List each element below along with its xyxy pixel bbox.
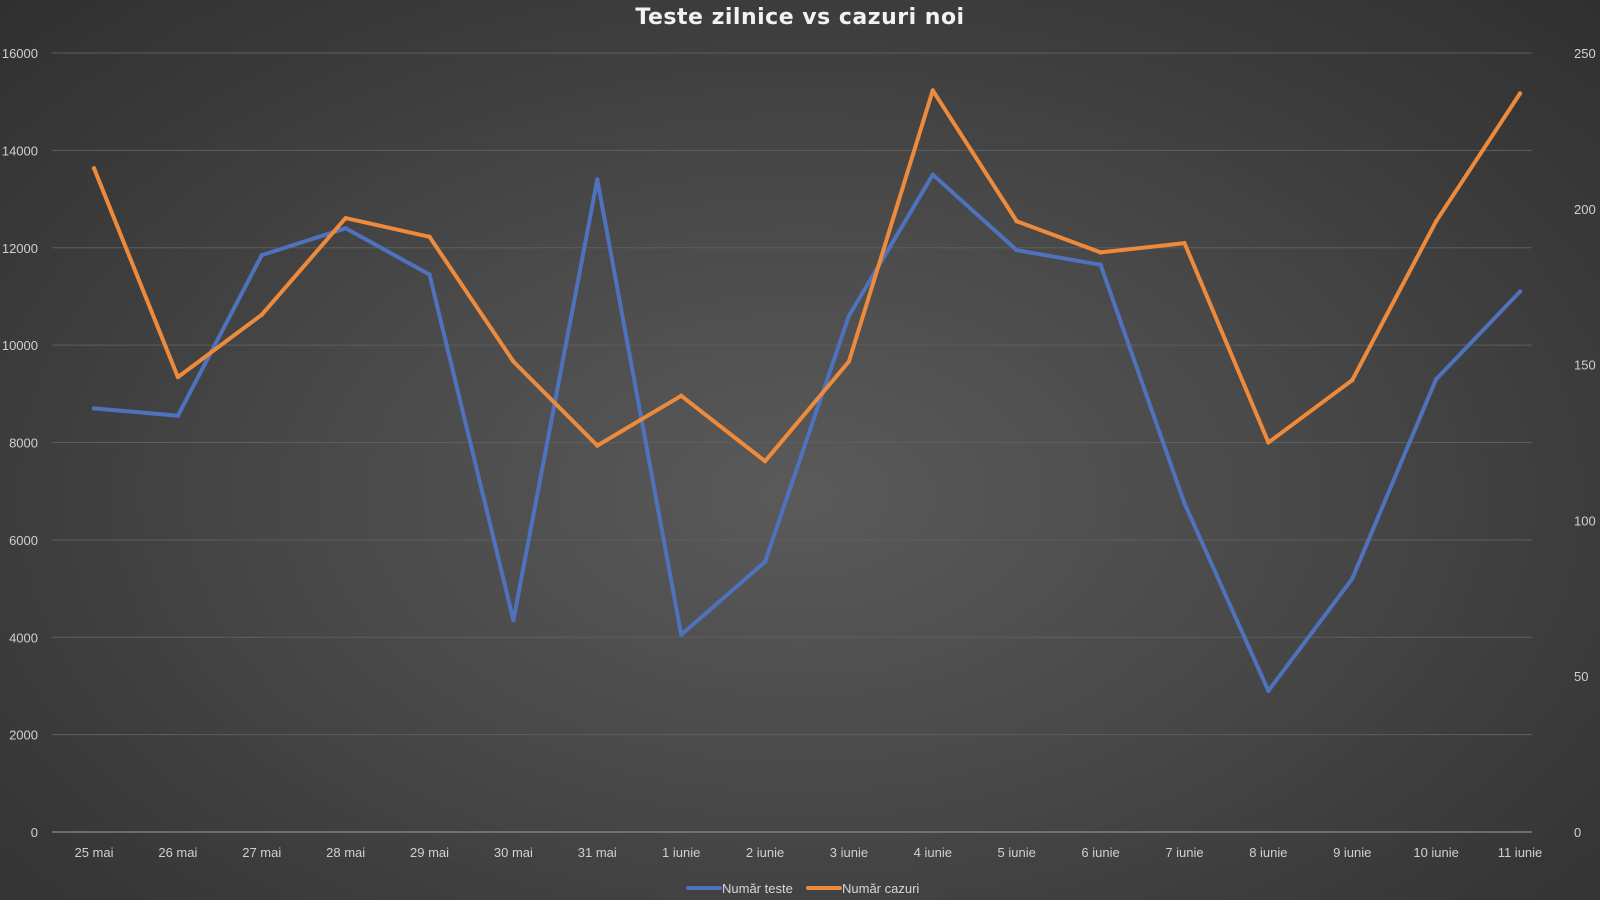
right-y-tick-label: 250 bbox=[1574, 46, 1596, 61]
left-y-tick-label: 12000 bbox=[2, 241, 38, 256]
grid bbox=[52, 52, 1532, 833]
x-tick-label: 8 iunie bbox=[1249, 845, 1287, 860]
data-point bbox=[1182, 240, 1187, 246]
data-point bbox=[1517, 91, 1523, 96]
data-point bbox=[762, 458, 768, 464]
left-y-tick-label: 6000 bbox=[9, 533, 38, 548]
data-point bbox=[175, 413, 181, 418]
left-y-tick-label: 0 bbox=[31, 825, 38, 840]
data-point bbox=[1182, 501, 1187, 506]
data-point bbox=[930, 88, 936, 93]
left-y-tick-label: 14000 bbox=[2, 143, 38, 158]
legend-label: Număr cazuri bbox=[842, 881, 919, 896]
right-y-tick-label: 100 bbox=[1574, 513, 1596, 528]
x-tick-label: 3 iunie bbox=[830, 845, 868, 860]
data-point bbox=[846, 359, 852, 364]
data-point bbox=[91, 166, 97, 171]
data-point bbox=[511, 618, 516, 623]
data-point bbox=[595, 177, 600, 182]
series-layer bbox=[91, 88, 1523, 694]
data-point bbox=[343, 215, 348, 221]
data-point bbox=[259, 312, 264, 317]
right-y-tick-label: 200 bbox=[1574, 202, 1596, 217]
x-tick-label: 7 iunie bbox=[1165, 845, 1203, 860]
x-tick-label: 26 mai bbox=[158, 845, 197, 860]
right-y-axis-ticks: 0 50 100 150 200 250 bbox=[1574, 46, 1596, 840]
data-point bbox=[1014, 247, 1019, 253]
data-point bbox=[511, 359, 516, 364]
left-y-tick-label: 8000 bbox=[9, 436, 38, 451]
chart-title: Teste zilnice vs cazuri noi bbox=[635, 5, 964, 30]
data-point bbox=[762, 559, 768, 564]
data-point bbox=[678, 632, 684, 638]
right-y-tick-label: 0 bbox=[1574, 825, 1581, 840]
data-point bbox=[427, 272, 432, 277]
right-y-tick-label: 150 bbox=[1574, 358, 1596, 373]
x-tick-label: 30 mai bbox=[494, 845, 533, 860]
data-point bbox=[91, 406, 97, 411]
data-point bbox=[846, 313, 852, 319]
data-point bbox=[678, 393, 684, 398]
x-tick-label: 9 iunie bbox=[1333, 845, 1371, 860]
left-y-axis-ticks: 0 2000 4000 6000 8000 10000 12000 14000 16000 bbox=[2, 46, 38, 840]
x-tick-label: 2 iunie bbox=[746, 845, 784, 860]
data-point bbox=[1014, 219, 1019, 224]
data-point bbox=[259, 252, 264, 258]
right-y-tick-label: 50 bbox=[1574, 669, 1588, 684]
data-point bbox=[595, 443, 600, 448]
series-line-numar-teste bbox=[92, 172, 1522, 693]
legend: Număr teste Număr cazuri bbox=[686, 881, 919, 896]
left-y-tick-label: 16000 bbox=[2, 46, 38, 61]
data-point bbox=[1350, 377, 1355, 383]
x-tick-label: 5 iunie bbox=[998, 845, 1036, 860]
data-point bbox=[1098, 250, 1103, 255]
x-tick-label: 27 mai bbox=[242, 845, 281, 860]
x-axis-ticks: 25 mai 26 mai 27 mai 28 mai 29 mai 30 mai 31 m… bbox=[74, 845, 1542, 860]
data-point bbox=[930, 172, 936, 177]
left-y-tick-label: 2000 bbox=[9, 728, 38, 743]
data-point bbox=[343, 226, 348, 231]
x-tick-label: 10 iunie bbox=[1413, 845, 1459, 860]
data-point bbox=[1433, 377, 1439, 382]
data-point bbox=[1433, 219, 1439, 224]
x-tick-label: 31 mai bbox=[578, 845, 617, 860]
data-point bbox=[1517, 289, 1523, 294]
x-tick-label: 29 mai bbox=[410, 845, 449, 860]
x-tick-label: 1 iunie bbox=[662, 845, 700, 860]
data-point bbox=[1266, 688, 1271, 694]
left-y-tick-label: 10000 bbox=[2, 338, 38, 353]
legend-label: Număr teste bbox=[722, 881, 793, 896]
data-point bbox=[427, 234, 432, 240]
x-tick-label: 28 mai bbox=[326, 845, 365, 860]
data-point bbox=[1266, 440, 1271, 445]
x-tick-label: 11 iunie bbox=[1498, 845, 1543, 860]
data-point bbox=[1098, 262, 1103, 267]
data-point bbox=[1350, 576, 1355, 582]
x-tick-label: 6 iunie bbox=[1081, 845, 1119, 860]
x-tick-label: 25 mai bbox=[74, 845, 113, 860]
data-point bbox=[175, 374, 181, 380]
x-tick-label: 4 iunie bbox=[914, 845, 952, 860]
series-line-numar-cazuri bbox=[92, 88, 1522, 464]
left-y-tick-label: 4000 bbox=[9, 630, 38, 645]
